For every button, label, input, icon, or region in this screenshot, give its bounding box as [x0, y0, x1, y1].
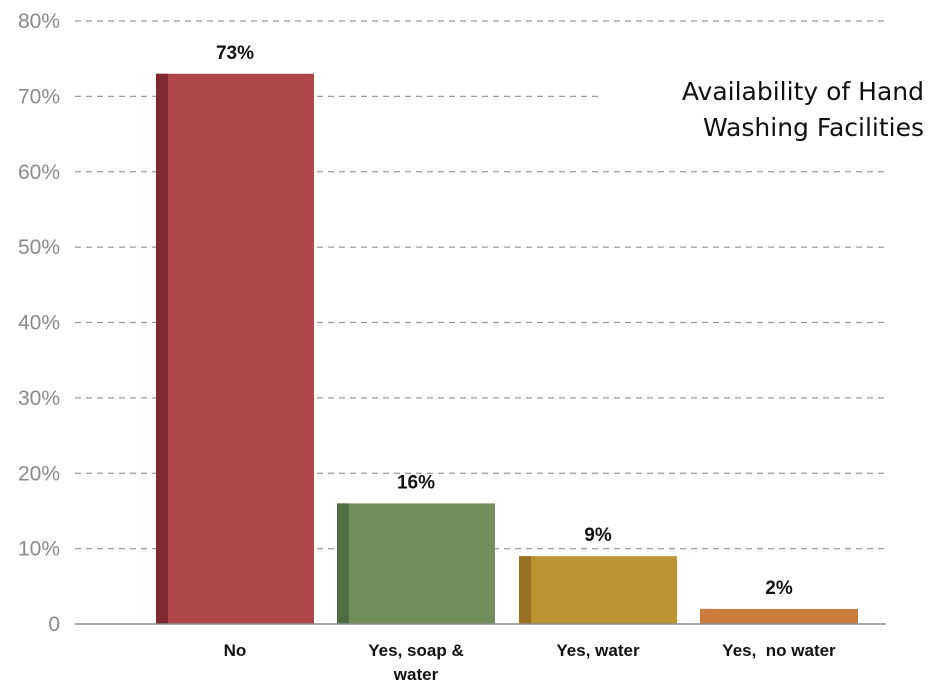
y-tick-label: 40%: [18, 312, 60, 335]
bar-shadow: [519, 556, 531, 624]
y-tick-label: 10%: [18, 538, 60, 561]
x-tick-label: Yes, no water: [722, 641, 836, 660]
y-tick-label: 70%: [18, 85, 60, 108]
bar-shadow: [700, 608, 712, 624]
bar: [156, 73, 314, 624]
bar-shadow: [337, 503, 349, 624]
y-tick-label: 20%: [18, 462, 60, 485]
data-label: 9%: [584, 525, 612, 546]
data-label: 16%: [397, 472, 435, 493]
bar-shadow: [156, 73, 168, 624]
x-tick-label: No: [224, 641, 247, 660]
data-label: 2%: [765, 578, 793, 599]
y-tick-label: 80%: [18, 10, 60, 33]
chart-title: Availability of Hand Washing Facilities: [598, 74, 924, 146]
x-tick-label: Yes, water: [556, 641, 640, 660]
y-tick-label: 0: [48, 613, 60, 636]
y-tick-label: 30%: [18, 387, 60, 410]
bar: [519, 556, 677, 624]
data-label: 73%: [216, 43, 254, 64]
y-tick-label: 50%: [18, 236, 60, 259]
x-tick-label: Yes, soap &: [368, 641, 463, 660]
x-tick-label: water: [393, 665, 439, 684]
y-tick-label: 60%: [18, 161, 60, 184]
bar: [700, 608, 858, 624]
bar: [337, 503, 495, 624]
